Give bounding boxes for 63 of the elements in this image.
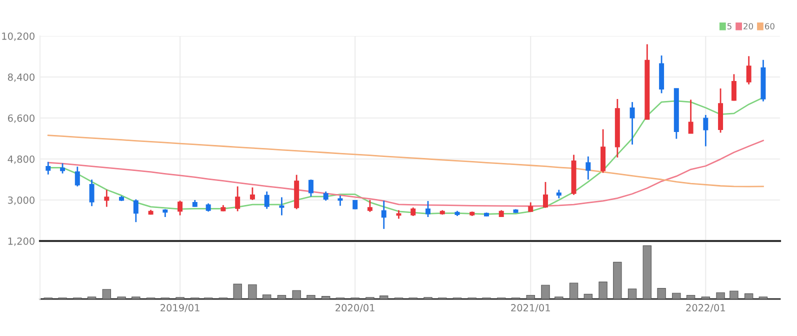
bar: [102, 289, 112, 299]
candlestick: [600, 128, 606, 174]
candlestick: [46, 161, 51, 176]
candlestick: [89, 178, 94, 207]
candlestick: [703, 114, 708, 147]
candlestick: [367, 199, 372, 213]
y-tick-label: 8,400: [8, 73, 34, 82]
candlestick: [630, 101, 635, 146]
candlestick: [688, 98, 694, 134]
legend-label: 5: [727, 23, 732, 30]
candlestick: [104, 189, 110, 208]
candlestick: [133, 198, 138, 223]
y-tick-label: 10,200: [2, 32, 34, 41]
bar: [541, 284, 550, 299]
candlestick: [74, 166, 80, 188]
x-tick-label: 2021/01: [511, 304, 550, 312]
bar: [262, 294, 272, 299]
bar: [716, 292, 725, 299]
candlestick: [178, 200, 183, 216]
x-tick-label: 2022/01: [686, 304, 725, 312]
bar: [642, 245, 652, 299]
candlestick: [308, 178, 314, 198]
x-tick-label: 2019/01: [160, 304, 200, 312]
bar: [380, 296, 388, 299]
candlestick: [323, 190, 328, 202]
bar: [277, 294, 286, 299]
x-tick-label: 2020/01: [336, 304, 374, 312]
bar: [598, 282, 608, 299]
candlestick: [60, 162, 66, 174]
candlestick: [235, 186, 240, 212]
candlestick: [731, 73, 736, 102]
candlestick: [264, 190, 270, 210]
bar: [233, 284, 242, 299]
bar: [306, 294, 316, 299]
bar: [657, 288, 666, 299]
y-tick-label: 4,800: [8, 155, 34, 164]
line-series: [47, 134, 764, 188]
candlestick: [586, 156, 591, 180]
legend-label: 20: [744, 23, 754, 30]
bar: [292, 290, 301, 299]
y-tick-label: 6,600: [8, 114, 34, 123]
candlestick: [542, 181, 548, 209]
bar: [526, 294, 535, 299]
candlestick: [381, 200, 386, 230]
bar: [569, 282, 578, 299]
bar: [613, 262, 622, 299]
y-tick-label: 1,200: [8, 237, 34, 246]
candlestick: [528, 202, 534, 213]
bar: [628, 288, 637, 299]
bar: [584, 294, 593, 299]
candlestick: [250, 186, 255, 201]
y-tick-label: 3,000: [8, 196, 34, 205]
legend-label: 60: [764, 23, 774, 30]
bar: [672, 292, 681, 299]
candlestick: [425, 200, 430, 218]
bar: [686, 294, 696, 299]
bar: [321, 296, 330, 299]
candlestick: [338, 194, 343, 206]
candlestick: [279, 196, 284, 216]
bar: [248, 284, 257, 299]
bar: [730, 290, 738, 299]
candlestick: [746, 55, 752, 86]
bar: [744, 293, 754, 299]
